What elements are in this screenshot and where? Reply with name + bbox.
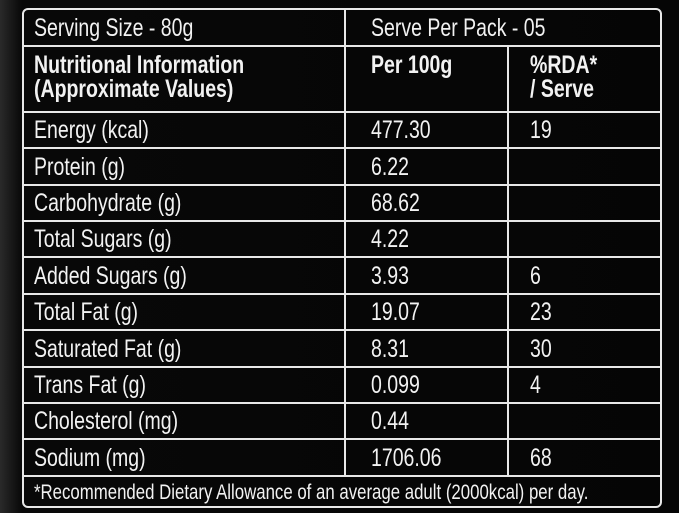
cell: Cholesterol (mg)	[34, 407, 179, 435]
row-line	[22, 220, 662, 222]
row-line	[22, 366, 662, 368]
row-line	[22, 184, 662, 186]
cell: 6	[530, 261, 541, 290]
cell: 4	[530, 371, 541, 399]
cell: Protein (g)	[34, 152, 126, 181]
row-line	[22, 475, 662, 477]
row-line	[22, 256, 662, 258]
cell: Total Fat (g)	[34, 298, 139, 326]
row-line	[22, 111, 662, 113]
cell: 8.31	[371, 334, 409, 363]
cell: 30	[530, 334, 552, 363]
row-line	[22, 45, 662, 47]
cell: 68.62	[371, 189, 420, 217]
cell: 4.22	[371, 225, 409, 253]
cell: 1706.06	[371, 443, 442, 472]
col-line	[344, 8, 346, 476]
row-line	[22, 293, 662, 295]
footnote: *Recommended Dietary Allowance of an ave…	[34, 481, 589, 504]
cell: 0.099	[371, 371, 420, 399]
cell: 0.44	[371, 407, 409, 435]
cell: 19	[530, 116, 552, 144]
row-line	[22, 402, 662, 404]
row-line	[22, 147, 662, 149]
table-border	[22, 8, 662, 508]
cell: Trans Fat (g)	[34, 371, 146, 399]
col-line	[507, 46, 509, 476]
serve-per-pack: Serve Per Pack - 05	[371, 14, 546, 42]
cell: 68	[530, 443, 552, 472]
row-line	[22, 438, 662, 440]
column-header: Nutritional Information	[34, 51, 245, 79]
cell: 477.30	[371, 116, 431, 144]
column-header: %RDA*	[530, 51, 598, 79]
column-header: Per 100g	[371, 51, 453, 79]
cell: Total Sugars (g)	[34, 225, 172, 253]
serving-size: Serving Size - 80g	[34, 14, 194, 42]
cell: 19.07	[371, 298, 420, 326]
cell: 6.22	[371, 152, 409, 181]
cell: Saturated Fat (g)	[34, 334, 182, 363]
cell: Energy (kcal)	[34, 116, 149, 144]
row-line	[22, 329, 662, 331]
column-header: / Serve	[530, 75, 594, 103]
column-header: (Approximate Values)	[34, 75, 234, 103]
cell: 23	[530, 298, 552, 326]
cell: Added Sugars (g)	[34, 261, 187, 290]
cell: 3.93	[371, 261, 409, 290]
cell: Carbohydrate (g)	[34, 189, 182, 217]
cell: Sodium (mg)	[34, 443, 146, 472]
